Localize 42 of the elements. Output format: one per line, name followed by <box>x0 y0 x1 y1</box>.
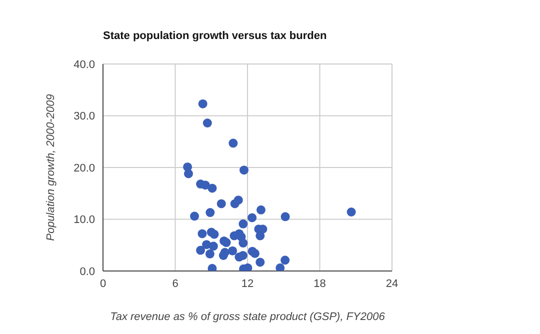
point <box>216 199 226 208</box>
x-axis-title: Tax revenue as % of gross state product (GSP), FY2006 <box>110 311 386 323</box>
point <box>206 208 215 218</box>
point <box>190 212 200 221</box>
point <box>196 246 206 255</box>
y-tick-label: 10.0 <box>74 214 95 226</box>
point <box>198 99 208 108</box>
y-tick-label: 40.0 <box>74 58 95 71</box>
y-tick-label: 20.0 <box>74 162 95 174</box>
y-tick-label: 30.0 <box>74 110 95 123</box>
point <box>238 250 248 260</box>
y-tick-label: 0.0 <box>80 266 95 278</box>
point <box>250 248 260 258</box>
point <box>238 219 248 228</box>
x-tick-label: 6 <box>172 278 178 290</box>
point <box>228 246 238 256</box>
point <box>210 230 219 239</box>
x-tick-label: 12 <box>241 278 254 290</box>
x-tick-label: 18 <box>314 278 326 290</box>
point <box>234 196 243 205</box>
point <box>228 138 238 148</box>
point <box>208 184 217 193</box>
point <box>256 205 266 214</box>
point <box>208 264 217 271</box>
point <box>248 213 257 222</box>
point <box>346 208 356 217</box>
x-tick-label: 24 <box>386 278 398 290</box>
point <box>280 212 290 222</box>
chart-title: State population growth versus tax burden <box>103 30 327 42</box>
point <box>198 229 207 238</box>
point <box>276 263 285 271</box>
point <box>280 256 290 265</box>
y-axis-title: Population growth, 2000-2009 <box>44 94 57 241</box>
x-tick-label: 0 <box>100 278 106 290</box>
point <box>205 249 214 258</box>
point <box>238 238 248 248</box>
point <box>202 118 212 128</box>
point <box>208 242 218 251</box>
point <box>256 258 265 267</box>
point <box>184 169 193 178</box>
point <box>220 248 230 257</box>
point <box>240 166 249 175</box>
